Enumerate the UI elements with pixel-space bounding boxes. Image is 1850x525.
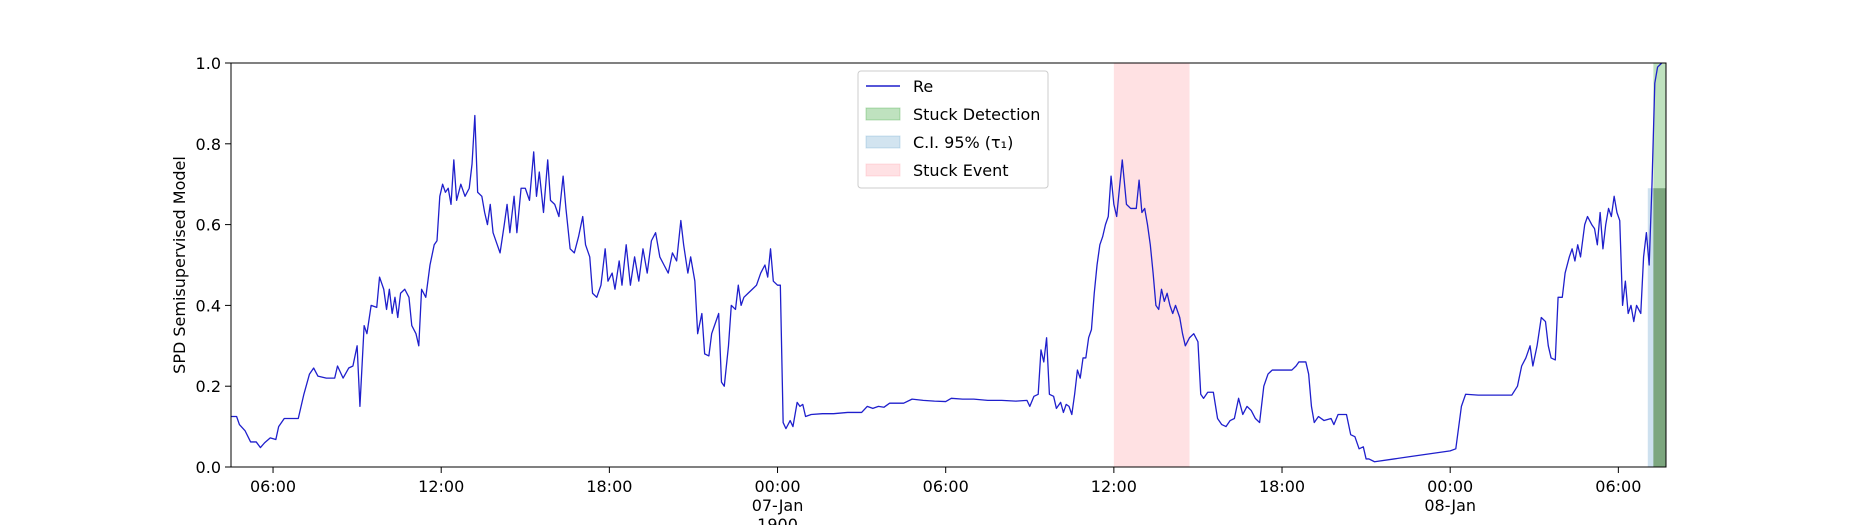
x-tick-label-2-0: 18:00 bbox=[586, 477, 632, 496]
x-tick-label-4-0: 06:00 bbox=[923, 477, 969, 496]
span-3 bbox=[1653, 188, 1666, 468]
legend-box bbox=[857, 70, 1049, 189]
y-tick-label-2: 0.4 bbox=[196, 296, 221, 315]
series-line-0 bbox=[231, 62, 1663, 463]
legend-swatch-3 bbox=[865, 163, 901, 177]
plot-frame bbox=[230, 62, 1667, 468]
x-tick-label-0-0: 06:00 bbox=[250, 477, 296, 496]
y-tick-label-4: 0.8 bbox=[196, 135, 221, 154]
y-axis-label: SPD Semisupervised Model bbox=[170, 156, 189, 374]
x-tick-label-3-2: 1900 bbox=[757, 515, 798, 525]
legend-label-1: Stuck Detection bbox=[913, 105, 1040, 124]
x-tick-label-1-0: 12:00 bbox=[418, 477, 464, 496]
legend-swatch-2 bbox=[865, 135, 901, 149]
x-tick-label-3-1: 07-Jan bbox=[752, 496, 804, 515]
span-2 bbox=[1653, 63, 1666, 467]
legend: Re Stuck Detection C.I. 95% (τ₁) Stuck Even… bbox=[857, 70, 1049, 189]
x-tick-label-7-1: 08-Jan bbox=[1424, 496, 1476, 515]
x-tick-label-6-0: 18:00 bbox=[1259, 477, 1305, 496]
series-layer bbox=[231, 62, 1663, 463]
legend-label-3: Stuck Event bbox=[913, 161, 1009, 180]
span-1 bbox=[1647, 188, 1666, 468]
y-tick-label-3: 0.6 bbox=[196, 216, 221, 235]
legend-label-0: Re bbox=[913, 77, 933, 96]
y-tick-label-0: 0.0 bbox=[196, 458, 221, 477]
x-tick-label-8-0: 06:00 bbox=[1595, 477, 1641, 496]
x-tick-label-7-0: 00:00 bbox=[1427, 477, 1473, 496]
legend-swatch-1 bbox=[865, 107, 901, 121]
axes-ticks: 0.00.20.40.60.81.006:00 12:00 18:00 00:0007… bbox=[196, 54, 1642, 525]
shaded-spans bbox=[1113, 63, 1666, 468]
x-tick-label-3-0: 00:00 bbox=[754, 477, 800, 496]
legend-label-2: C.I. 95% (τ₁) bbox=[913, 133, 1013, 152]
x-tick-label-5-0: 12:00 bbox=[1091, 477, 1137, 496]
y-tick-label-5: 1.0 bbox=[196, 54, 221, 73]
y-tick-label-1: 0.2 bbox=[196, 377, 221, 396]
